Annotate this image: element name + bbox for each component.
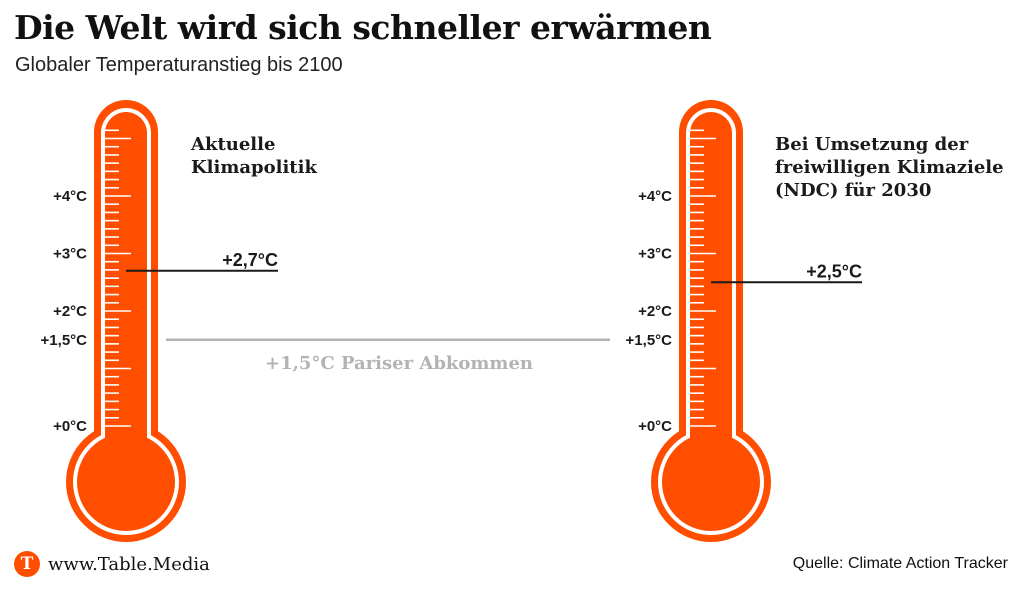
thermometer-heading: Bei Umsetzung der [775, 134, 969, 155]
thermometer-2: +4°C +3°C +2°C +1,5°C +0°C Bei Umsetzung derf… [626, 100, 1004, 542]
paris-reference-label: +1,5°C Pariser Abkommen [265, 353, 533, 374]
chart-subtitle: Globaler Temperaturanstieg bis 2100 [15, 54, 343, 76]
tick-label: +1,5°C [626, 332, 673, 349]
tick-label: +3°C [53, 246, 87, 263]
thermometer-bulb-inner [77, 433, 175, 531]
thermometer-heading: Aktuelle [190, 134, 275, 155]
thermometer-heading: freiwilligen Klimaziele [775, 157, 1004, 178]
site-url[interactable]: www.Table.Media [48, 553, 210, 575]
table-media-logo-icon: T [14, 551, 40, 577]
tick-label: +0°C [53, 418, 87, 435]
tick-label: +2°C [53, 303, 87, 320]
thermometer-1: +4°C +3°C +2°C +1,5°C +0°C AktuelleKlimapolit… [41, 100, 317, 542]
tick-label: +3°C [638, 246, 672, 263]
tick-label: +0°C [638, 418, 672, 435]
thermometer-heading: Klimapolitik [191, 157, 317, 178]
value-label: +2,5°C [806, 261, 862, 281]
tick-label: +1,5°C [41, 332, 88, 349]
tick-label: +4°C [53, 188, 87, 205]
source-note: Quelle: Climate Action Tracker [792, 555, 1008, 572]
brand: T www.Table.Media [14, 551, 210, 577]
thermometer-bulb-inner [662, 433, 760, 531]
thermometer-heading: (NDC) für 2030 [775, 180, 931, 201]
value-label: +2,7°C [222, 250, 278, 270]
chart-title: Die Welt wird sich schneller erwärmen [14, 8, 712, 47]
tick-label: +4°C [638, 188, 672, 205]
tick-label: +2°C [638, 303, 672, 320]
